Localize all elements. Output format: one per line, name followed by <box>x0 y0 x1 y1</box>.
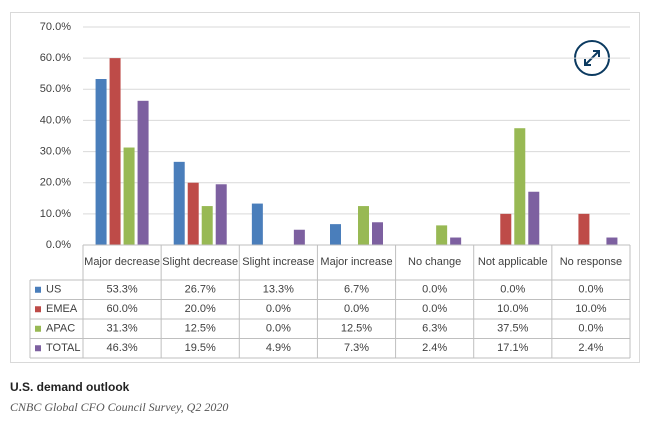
bar <box>450 237 462 245</box>
data-label: 0.0% <box>578 284 603 296</box>
bar <box>173 161 185 245</box>
data-label: 0.0% <box>578 323 603 335</box>
data-label: 0.0% <box>266 323 291 335</box>
legend-swatch <box>35 286 41 293</box>
category-cell: No response <box>559 256 623 268</box>
chart-title: U.S. demand outlook <box>10 380 130 394</box>
y-tick-label: 50.0% <box>40 83 71 95</box>
bar <box>500 213 512 245</box>
data-label: 0.0% <box>422 303 447 315</box>
bar <box>514 128 526 245</box>
x-tick-label: Major decrease <box>84 256 160 268</box>
chart-frame <box>10 12 640 363</box>
bar <box>215 184 227 245</box>
y-tick-label: 70.0% <box>40 21 71 33</box>
bar <box>251 203 263 245</box>
data-label: 0.0% <box>500 284 525 296</box>
bar <box>330 224 341 245</box>
category-cell: Major increase <box>320 256 393 268</box>
x-tick-label: Slight increase <box>242 256 315 268</box>
bar <box>109 58 121 246</box>
data-label: 4.9% <box>266 342 291 354</box>
y-tick-label: 0.0% <box>46 239 71 251</box>
data-label: 37.5% <box>497 323 528 335</box>
data-label: 19.5% <box>185 342 216 354</box>
data-label: 26.7% <box>185 284 216 296</box>
bar <box>201 206 213 245</box>
y-tick-label: 20.0% <box>40 177 71 189</box>
category-cell: Not applicable <box>477 256 548 268</box>
legend-swatch <box>35 345 41 352</box>
bar <box>95 79 107 245</box>
x-tick-label: Slight decrease <box>162 256 239 268</box>
legend-label: APAC <box>46 323 75 335</box>
legend-label: TOTAL <box>46 342 80 354</box>
category-cell: Slight increase <box>242 256 315 268</box>
data-label: 20.0% <box>185 303 216 315</box>
data-label: 31.3% <box>106 323 137 335</box>
x-tick-label: Not applicable <box>477 256 548 268</box>
data-label: 17.1% <box>497 342 528 354</box>
bar <box>606 237 618 245</box>
data-label: 7.3% <box>344 342 369 354</box>
data-label: 53.3% <box>106 284 137 296</box>
legend-label: US <box>46 284 61 296</box>
category-cell: No change <box>408 256 462 268</box>
data-label: 10.0% <box>497 303 528 315</box>
legend-swatch <box>35 325 41 332</box>
bar <box>372 222 383 245</box>
x-tick-label: No response <box>559 256 623 268</box>
data-label: 2.4% <box>578 342 603 354</box>
bar <box>123 147 135 245</box>
bar <box>528 191 540 245</box>
category-cell: Slight decrease <box>162 256 239 268</box>
legend-swatch <box>35 306 41 313</box>
legend-label: EMEA <box>46 303 78 315</box>
category-cell: Major decrease <box>84 256 160 268</box>
data-label: 0.0% <box>344 303 369 315</box>
y-tick-label: 10.0% <box>40 208 71 220</box>
bar <box>436 225 448 245</box>
y-tick-label: 60.0% <box>40 52 71 64</box>
bar <box>137 100 149 246</box>
data-label: 13.3% <box>263 284 294 296</box>
data-label: 6.3% <box>422 323 447 335</box>
bar <box>293 229 305 245</box>
data-label: 46.3% <box>106 342 137 354</box>
data-label: 0.0% <box>422 284 447 296</box>
data-label: 10.0% <box>575 303 606 315</box>
bar <box>358 206 369 245</box>
y-tick-label: 30.0% <box>40 145 71 157</box>
bar <box>578 213 590 245</box>
data-label: 2.4% <box>422 342 447 354</box>
data-label: 12.5% <box>341 323 372 335</box>
data-label: 12.5% <box>185 323 216 335</box>
chart-subtitle: CNBC Global CFO Council Survey, Q2 2020 <box>10 400 228 414</box>
x-tick-label: No change <box>408 256 462 268</box>
x-tick-label: Major increase <box>320 256 393 268</box>
data-label: 0.0% <box>266 303 291 315</box>
bar <box>187 182 199 245</box>
y-tick-label: 40.0% <box>40 114 71 126</box>
data-label: 6.7% <box>344 284 369 296</box>
data-label: 60.0% <box>106 303 137 315</box>
